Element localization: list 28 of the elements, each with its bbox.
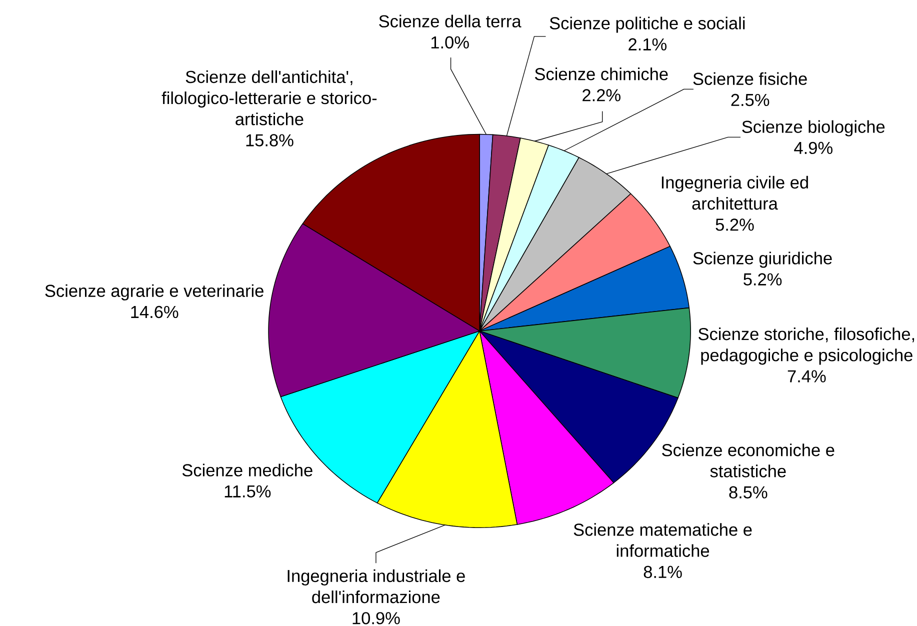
data-label: 10.9% — [352, 612, 400, 624]
slice-label: Scienze dell'antichita', filologico-letterarie e storico-artistiche — [162, 70, 377, 126]
slice-label: Scienze matematiche e informatiche — [574, 522, 752, 557]
slice-label: Scienze mediche — [182, 464, 312, 476]
data-label: 2.5% — [731, 94, 770, 106]
data-label: 8.1% — [644, 566, 682, 578]
slice-label: Scienze economiche e statistiche — [662, 443, 834, 478]
slice-label: Ingegneria civile ed architettura — [662, 176, 808, 210]
slice-label: Scienze biologiche — [742, 120, 885, 136]
data-label: 11.5% — [224, 485, 271, 498]
slice-label: Ingegneria industriale e dell'informazione — [288, 569, 465, 603]
data-label: 8.5% — [729, 486, 768, 498]
slice-label: Scienze fisiche — [693, 72, 807, 85]
slice-label: Scienze storiche, filosofiche, pedagogiche e psicologiche — [698, 327, 914, 365]
slice-label: Scienze agrarie e veterinarie — [45, 284, 264, 300]
data-label: 7.4% — [788, 370, 826, 382]
data-label: 1.0% — [431, 36, 469, 48]
slice-label: Scienze giuridiche — [693, 251, 832, 268]
data-label: 5.2% — [744, 273, 782, 286]
data-label: 4.9% — [794, 142, 832, 154]
data-label: 14.6% — [131, 306, 178, 318]
data-label: 2.1% — [628, 38, 667, 50]
slice-label: Scienze politiche e sociali — [550, 16, 745, 33]
data-label: 5.2% — [716, 218, 754, 231]
slice-label: Scienze della terra — [379, 14, 522, 28]
data-label: 2.2% — [582, 88, 620, 102]
data-label: 15.8% — [246, 134, 294, 146]
slice-label: Scienze chimiche — [534, 67, 668, 80]
